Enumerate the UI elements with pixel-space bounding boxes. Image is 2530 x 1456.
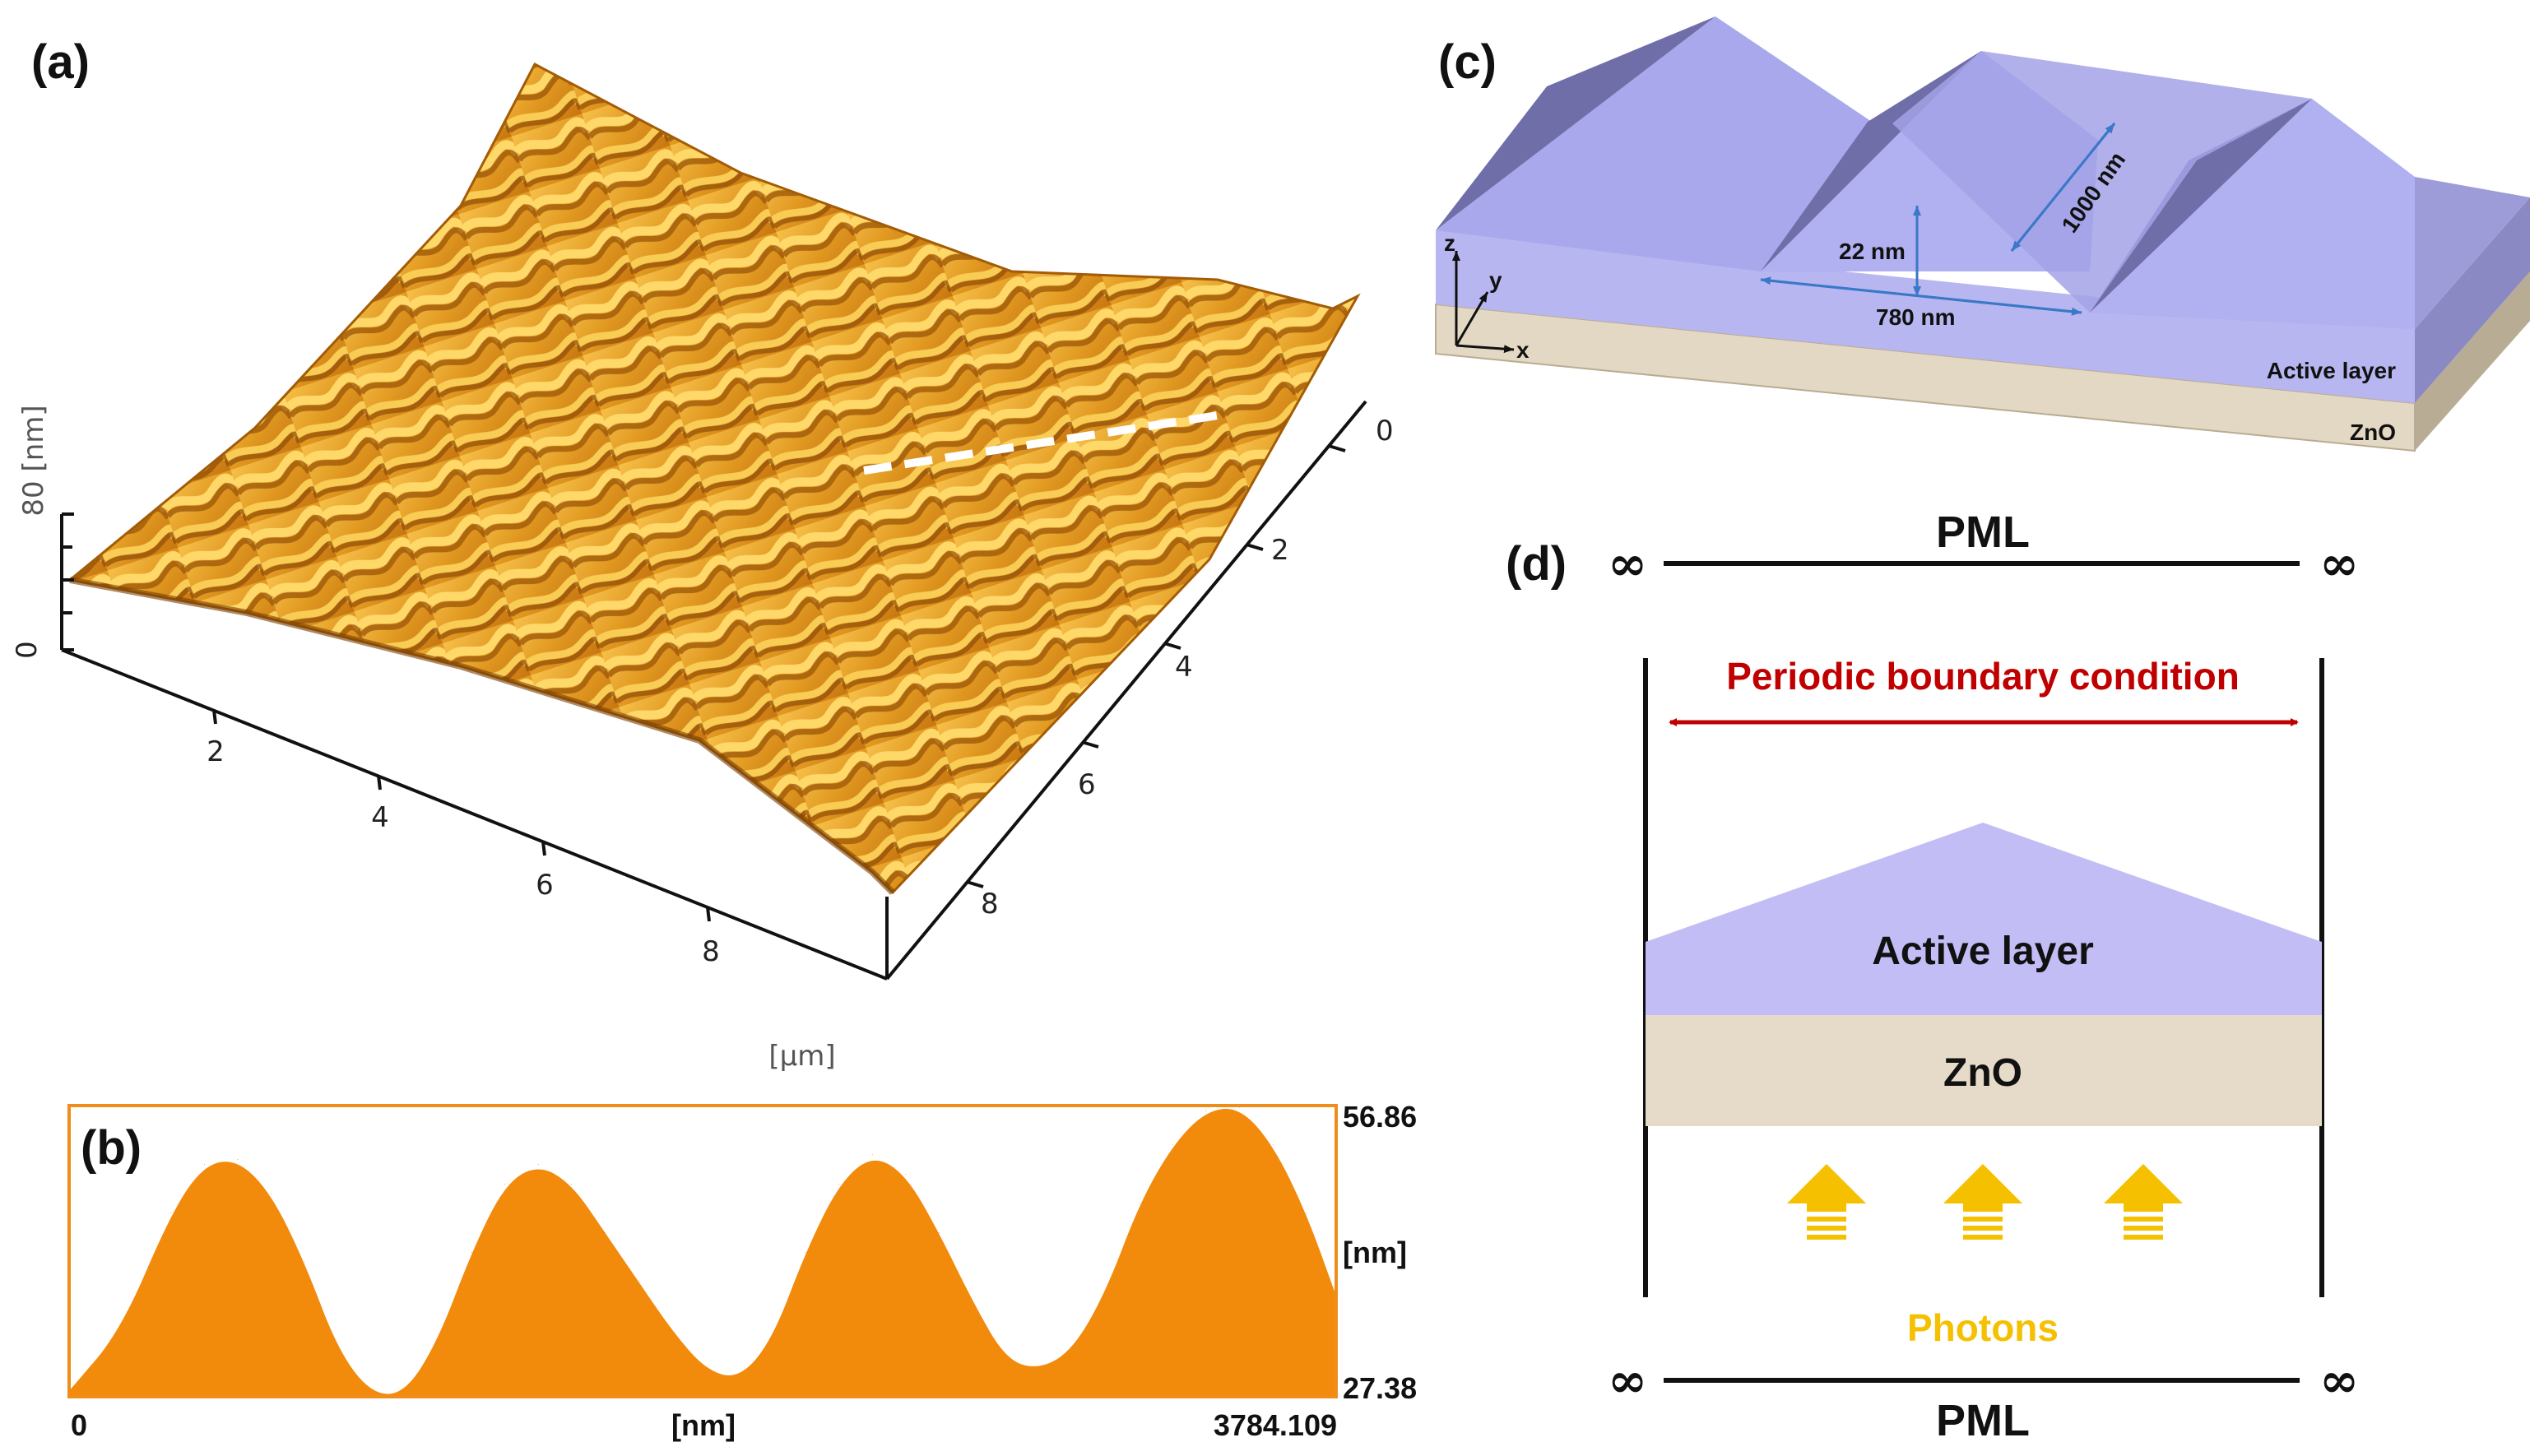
panel-b: (b) 56.86 [nm] 27.38 0 [nm] 3784.109 xyxy=(67,1100,1417,1442)
infinity-icon: ∞ xyxy=(2319,536,2359,591)
period-dim-arrow-2 xyxy=(1760,276,2082,314)
profile-point-23 xyxy=(871,1154,873,1156)
profile-point-22 xyxy=(838,1183,840,1185)
profile-point-6 xyxy=(304,1261,305,1263)
panel-c: (c) 22 nm 780 nm 1000 nm xyxy=(1435,16,2530,452)
panel-c-label: (c) xyxy=(1438,35,1497,89)
profile-area-series xyxy=(71,1108,1335,1395)
y-min-label: 27.38 xyxy=(1343,1371,1417,1405)
z-tick-0: 0 xyxy=(11,641,44,659)
profile-point-18 xyxy=(704,1369,706,1370)
profile-point-27 xyxy=(1005,1359,1007,1361)
pml-bottom-label: PML xyxy=(1936,1396,2030,1445)
profile-point-24 xyxy=(905,1173,907,1175)
profile-point-14 xyxy=(571,1183,573,1185)
profile-point-28 xyxy=(1038,1369,1040,1370)
active-layer-label-d: Active layer xyxy=(1872,930,2094,973)
infinity-icon: ∞ xyxy=(1608,536,1647,591)
coordinate-axes xyxy=(1452,251,1515,354)
y-tick: 2 xyxy=(1271,534,1289,567)
profile-point-1 xyxy=(120,1329,122,1331)
x-tick: 2 xyxy=(207,735,225,768)
profile-chart xyxy=(70,1106,1335,1395)
profile-point-25 xyxy=(938,1232,940,1234)
axis-z-label: z xyxy=(1444,230,1455,256)
profile-point-20 xyxy=(771,1339,773,1341)
afm-axes xyxy=(60,400,1367,981)
photon-arrows xyxy=(1787,1164,2183,1240)
profile-point-12 xyxy=(504,1183,506,1185)
x-tick: 4 xyxy=(371,801,389,834)
active-slab-front xyxy=(1436,230,2415,403)
x-end-label: 3784.109 xyxy=(1214,1408,1337,1442)
x-unit-label: [nm] xyxy=(671,1408,736,1442)
afm-surface xyxy=(67,62,1361,895)
active-slab-side xyxy=(2415,197,2530,403)
profile-point-35 xyxy=(1272,1144,1274,1146)
zno-slab-side xyxy=(2415,271,2530,451)
photons-label: Photons xyxy=(1907,1306,2059,1349)
x-tick: 8 xyxy=(702,935,720,968)
profile-point-8 xyxy=(370,1393,372,1395)
profile-point-31 xyxy=(1139,1203,1140,1204)
photon-arrow-icon xyxy=(1787,1164,1866,1240)
boundary-label: Periodic boundary condition xyxy=(1726,655,2240,698)
profile-point-32 xyxy=(1172,1144,1173,1146)
axis-x-label: x xyxy=(1516,337,1530,363)
period-dim-label: 780 nm xyxy=(1876,304,1956,330)
profile-point-11 xyxy=(471,1251,472,1253)
x-tick: 6 xyxy=(536,869,554,902)
profile-point-29 xyxy=(1072,1349,1074,1351)
height-dim-label: 22 nm xyxy=(1839,239,1906,264)
y-tick: 0 xyxy=(1376,415,1394,447)
zno-layer-shape xyxy=(1646,1015,2322,1126)
active-layer-shape xyxy=(1646,823,2322,1015)
y-tick: 4 xyxy=(1175,651,1193,684)
grating-ridges xyxy=(1436,16,2530,329)
panel-a: (a) xyxy=(11,35,1394,1073)
panel-d: (d) PML ∞ ∞ Periodic boundary condition … xyxy=(1506,508,2359,1445)
zno-label-d: ZnO xyxy=(1943,1051,2022,1095)
photon-arrow-icon xyxy=(2104,1164,2183,1240)
zno-label-c: ZnO xyxy=(2350,420,2396,445)
y-tick: 8 xyxy=(981,888,999,920)
profile-point-7 xyxy=(337,1349,339,1351)
infinity-icon: ∞ xyxy=(1608,1352,1647,1408)
profile-point-10 xyxy=(437,1339,439,1341)
y-max-label: 56.86 xyxy=(1343,1100,1417,1134)
panel-b-label: (b) xyxy=(81,1121,142,1175)
profile-point-34 xyxy=(1239,1106,1241,1108)
axis-y-label: y xyxy=(1489,267,1502,293)
infinity-icon: ∞ xyxy=(2319,1352,2359,1408)
profile-point-17 xyxy=(671,1329,673,1331)
z-axis-label: 80 [nm] xyxy=(17,405,50,516)
profile-point-15 xyxy=(604,1232,606,1234)
active-layer-label-c: Active layer xyxy=(2267,358,2396,383)
profile-point-3 xyxy=(203,1164,205,1166)
panel-a-label: (a) xyxy=(31,35,90,89)
x-start-label: 0 xyxy=(71,1408,87,1442)
profile-point-9 xyxy=(404,1393,406,1395)
y-unit-label: [nm] xyxy=(1343,1236,1407,1269)
y-tick: 6 xyxy=(1078,768,1096,801)
panel-d-label: (d) xyxy=(1506,537,1567,591)
pml-top-label: PML xyxy=(1936,508,2030,557)
axis-unit: [µm] xyxy=(768,1040,835,1073)
profile-point-4 xyxy=(237,1159,239,1161)
profile-line xyxy=(863,411,1219,475)
length-dim-arrow-2 xyxy=(2010,123,2116,252)
profile-point-13 xyxy=(537,1164,539,1166)
photon-arrow-icon xyxy=(1943,1164,2022,1240)
